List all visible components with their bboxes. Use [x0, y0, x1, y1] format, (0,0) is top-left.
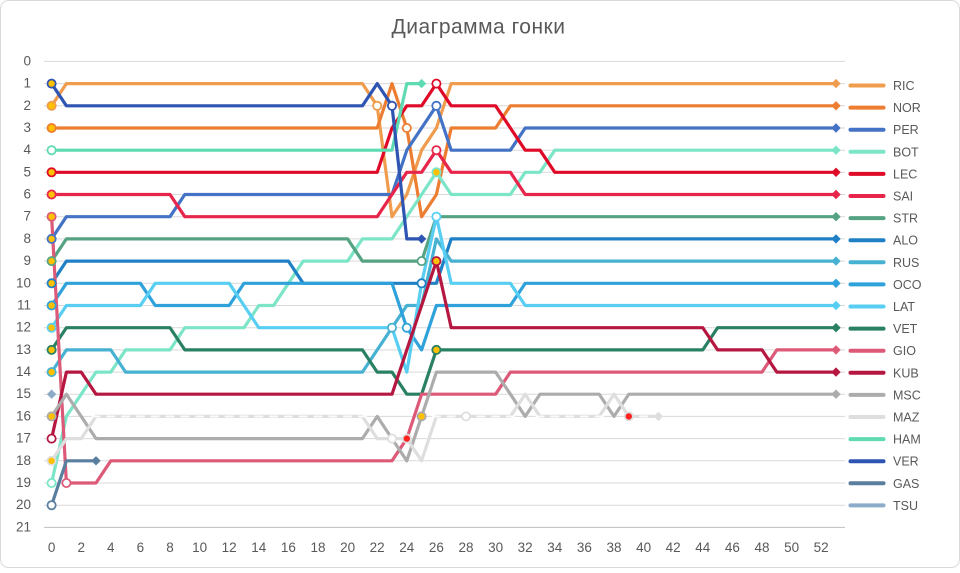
svg-text:38: 38: [606, 540, 621, 555]
svg-text:8: 8: [23, 231, 31, 246]
svg-text:12: 12: [16, 320, 31, 335]
svg-text:22: 22: [370, 540, 385, 555]
svg-text:16: 16: [281, 540, 296, 555]
svg-text:11: 11: [17, 298, 31, 313]
svg-text:KUB: KUB: [893, 366, 919, 380]
svg-text:48: 48: [754, 540, 769, 555]
svg-text:GIO: GIO: [893, 344, 916, 358]
svg-text:NOR: NOR: [893, 101, 921, 115]
svg-text:RIC: RIC: [893, 79, 915, 93]
svg-text:40: 40: [636, 540, 651, 555]
svg-text:19: 19: [16, 475, 31, 490]
svg-text:2: 2: [77, 540, 85, 555]
svg-text:6: 6: [137, 540, 145, 555]
svg-text:SAI: SAI: [893, 190, 913, 204]
svg-text:HAM: HAM: [893, 433, 921, 447]
svg-text:ALO: ALO: [893, 234, 918, 248]
svg-text:13: 13: [16, 342, 31, 357]
svg-text:50: 50: [784, 540, 799, 555]
svg-text:3: 3: [23, 120, 31, 135]
svg-text:5: 5: [23, 164, 31, 179]
svg-text:30: 30: [488, 540, 503, 555]
svg-text:GAS: GAS: [893, 477, 919, 491]
svg-text:18: 18: [16, 453, 31, 468]
svg-text:1: 1: [23, 76, 31, 91]
svg-text:24: 24: [399, 540, 415, 555]
svg-text:42: 42: [666, 540, 681, 555]
svg-text:16: 16: [16, 408, 31, 423]
svg-text:20: 20: [16, 497, 31, 512]
svg-text:10: 10: [192, 540, 207, 555]
svg-text:18: 18: [310, 540, 325, 555]
svg-text:52: 52: [814, 540, 829, 555]
svg-text:12: 12: [222, 540, 237, 555]
svg-text:0: 0: [23, 53, 31, 68]
svg-text:MSC: MSC: [893, 388, 921, 402]
svg-text:8: 8: [166, 540, 174, 555]
svg-text:34: 34: [547, 540, 563, 555]
svg-text:36: 36: [577, 540, 592, 555]
svg-text:PER: PER: [893, 123, 919, 137]
svg-text:2: 2: [23, 98, 31, 113]
svg-text:20: 20: [340, 540, 355, 555]
svg-text:17: 17: [16, 431, 31, 446]
svg-text:21: 21: [16, 519, 31, 534]
svg-text:TSU: TSU: [893, 499, 918, 513]
svg-text:46: 46: [725, 540, 740, 555]
svg-text:0: 0: [48, 540, 56, 555]
svg-text:14: 14: [16, 364, 32, 379]
svg-text:14: 14: [251, 540, 267, 555]
svg-text:9: 9: [23, 253, 31, 268]
svg-text:STR: STR: [893, 212, 918, 226]
svg-text:4: 4: [23, 142, 31, 157]
svg-text:MAZ: MAZ: [893, 411, 920, 425]
svg-text:VET: VET: [893, 322, 918, 336]
svg-text:LEC: LEC: [893, 167, 917, 181]
svg-text:10: 10: [16, 275, 31, 290]
svg-text:6: 6: [23, 187, 31, 202]
svg-text:VER: VER: [893, 455, 919, 469]
svg-text:BOT: BOT: [893, 145, 919, 159]
svg-text:4: 4: [107, 540, 115, 555]
svg-text:15: 15: [16, 386, 31, 401]
svg-text:26: 26: [429, 540, 444, 555]
svg-text:28: 28: [458, 540, 473, 555]
svg-text:RUS: RUS: [893, 256, 919, 270]
svg-text:7: 7: [23, 209, 31, 224]
svg-text:LAT: LAT: [893, 300, 915, 314]
svg-text:32: 32: [518, 540, 533, 555]
svg-text:OCO: OCO: [893, 278, 922, 292]
svg-text:Диаграмма гонки: Диаграмма гонки: [392, 16, 566, 39]
svg-text:44: 44: [695, 540, 711, 555]
